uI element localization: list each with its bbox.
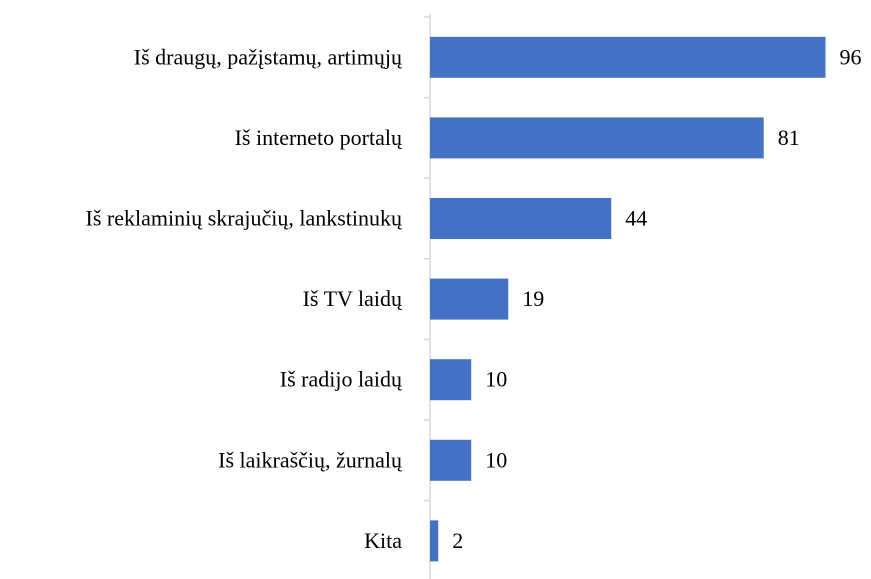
category-label: Iš reklaminių skrajučių, lankstinukų	[86, 206, 403, 231]
value-label: 2	[452, 528, 463, 553]
category-label: Iš laikraščių, žurnalų	[218, 447, 403, 472]
value-label: 19	[522, 286, 544, 311]
category-label: Iš radijo laidų	[280, 367, 403, 392]
category-label: Kita	[364, 528, 402, 553]
bar	[430, 278, 509, 320]
bar	[430, 359, 472, 401]
value-label: 10	[485, 367, 507, 392]
value-label: 81	[778, 125, 800, 150]
category-label: Iš draugų, pažįstamų, artimųjų	[134, 44, 403, 69]
bar	[430, 439, 472, 481]
bar	[430, 36, 826, 78]
bar	[430, 520, 439, 562]
value-label: 10	[485, 447, 507, 472]
value-label: 96	[840, 44, 862, 69]
category-label: Iš interneto portalų	[235, 125, 403, 150]
bar	[430, 117, 764, 159]
bar	[430, 198, 612, 239]
value-label: 44	[625, 206, 647, 231]
category-label: Iš TV laidų	[303, 286, 403, 311]
